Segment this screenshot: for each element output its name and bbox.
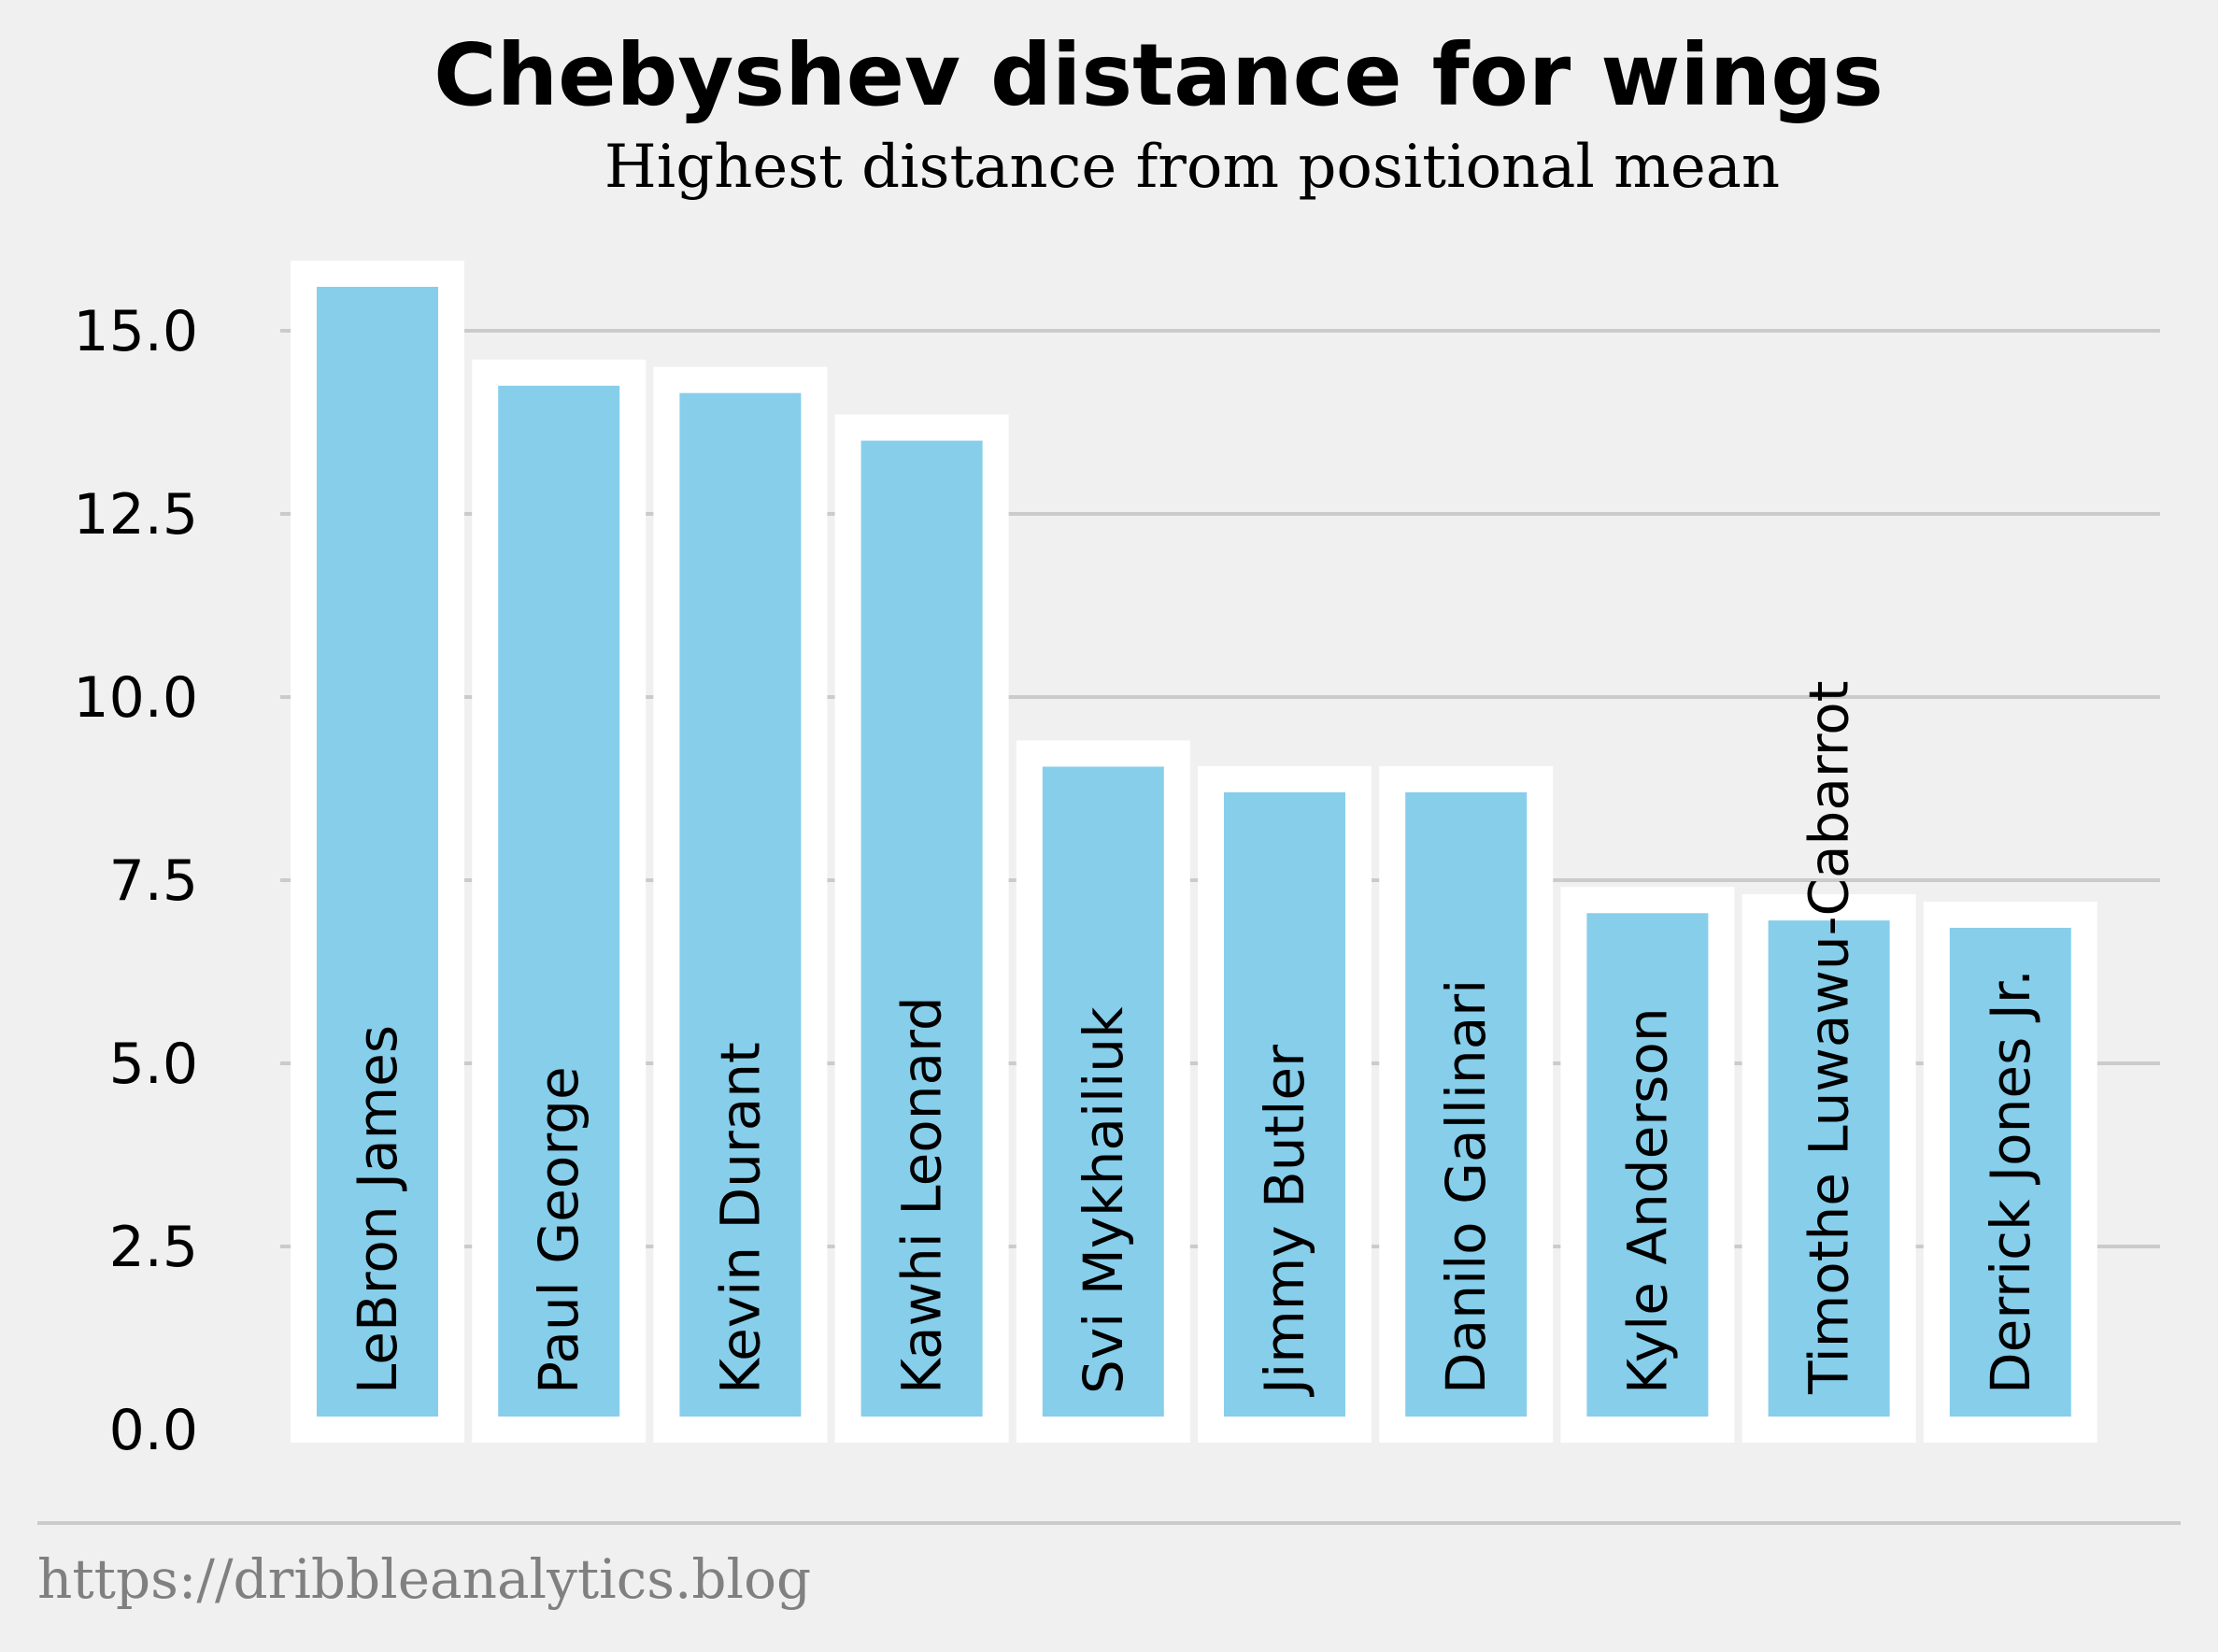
- bar: [1016, 740, 1190, 1443]
- bar: [1198, 765, 1372, 1443]
- bar: [291, 260, 464, 1444]
- y-tick-label: 2.5: [109, 1215, 198, 1280]
- source-url: https://dribbleanalytics.blog: [37, 1547, 811, 1611]
- y-tick-label: 0.0: [109, 1398, 198, 1463]
- y-tick-label: 7.5: [109, 848, 198, 914]
- chart-title: Chebyshev distance for wings: [434, 25, 1884, 125]
- bar-label: Derrick Jones Jr.: [1979, 969, 2042, 1394]
- bar-label: Kyle Anderson: [1615, 1007, 1679, 1394]
- y-tick-label: 10.0: [73, 665, 198, 731]
- bar-label: LeBron James: [346, 1025, 409, 1394]
- bar-label: Danilo Gallinari: [1434, 979, 1498, 1394]
- y-tick-label: 15.0: [73, 299, 198, 364]
- bar: [834, 414, 1009, 1444]
- chart-subtitle: Highest distance from positional mean: [604, 133, 1780, 202]
- bars: [291, 260, 2097, 1444]
- y-tick-label: 5.0: [109, 1032, 198, 1097]
- bar-label: Kawhi Leonard: [890, 996, 954, 1394]
- bar-label: Svi Mykhailiuk: [1072, 1006, 1135, 1394]
- bar: [472, 359, 647, 1443]
- bar-label: Timothe Luwawu-Cabarrot: [1798, 680, 1861, 1395]
- y-tick-label: 12.5: [73, 482, 198, 548]
- bar: [1379, 765, 1554, 1443]
- bar-label: Kevin Durant: [708, 1042, 772, 1394]
- bar-label: Jimmy Butler: [1253, 1045, 1316, 1397]
- y-axis-ticks: 0.0 2.5 5.0 7.5 10.0 12.5 15.0: [73, 299, 198, 1463]
- bar: [1923, 901, 2097, 1443]
- bar: [1742, 894, 1916, 1443]
- bar-label: Paul George: [527, 1066, 590, 1394]
- bar: [1560, 887, 1735, 1443]
- bar-labels: LeBron James Paul George Kevin Durant Kawhi…: [346, 680, 2042, 1397]
- bar: [653, 366, 828, 1443]
